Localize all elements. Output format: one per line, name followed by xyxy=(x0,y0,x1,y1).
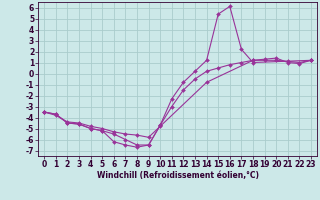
X-axis label: Windchill (Refroidissement éolien,°C): Windchill (Refroidissement éolien,°C) xyxy=(97,171,259,180)
